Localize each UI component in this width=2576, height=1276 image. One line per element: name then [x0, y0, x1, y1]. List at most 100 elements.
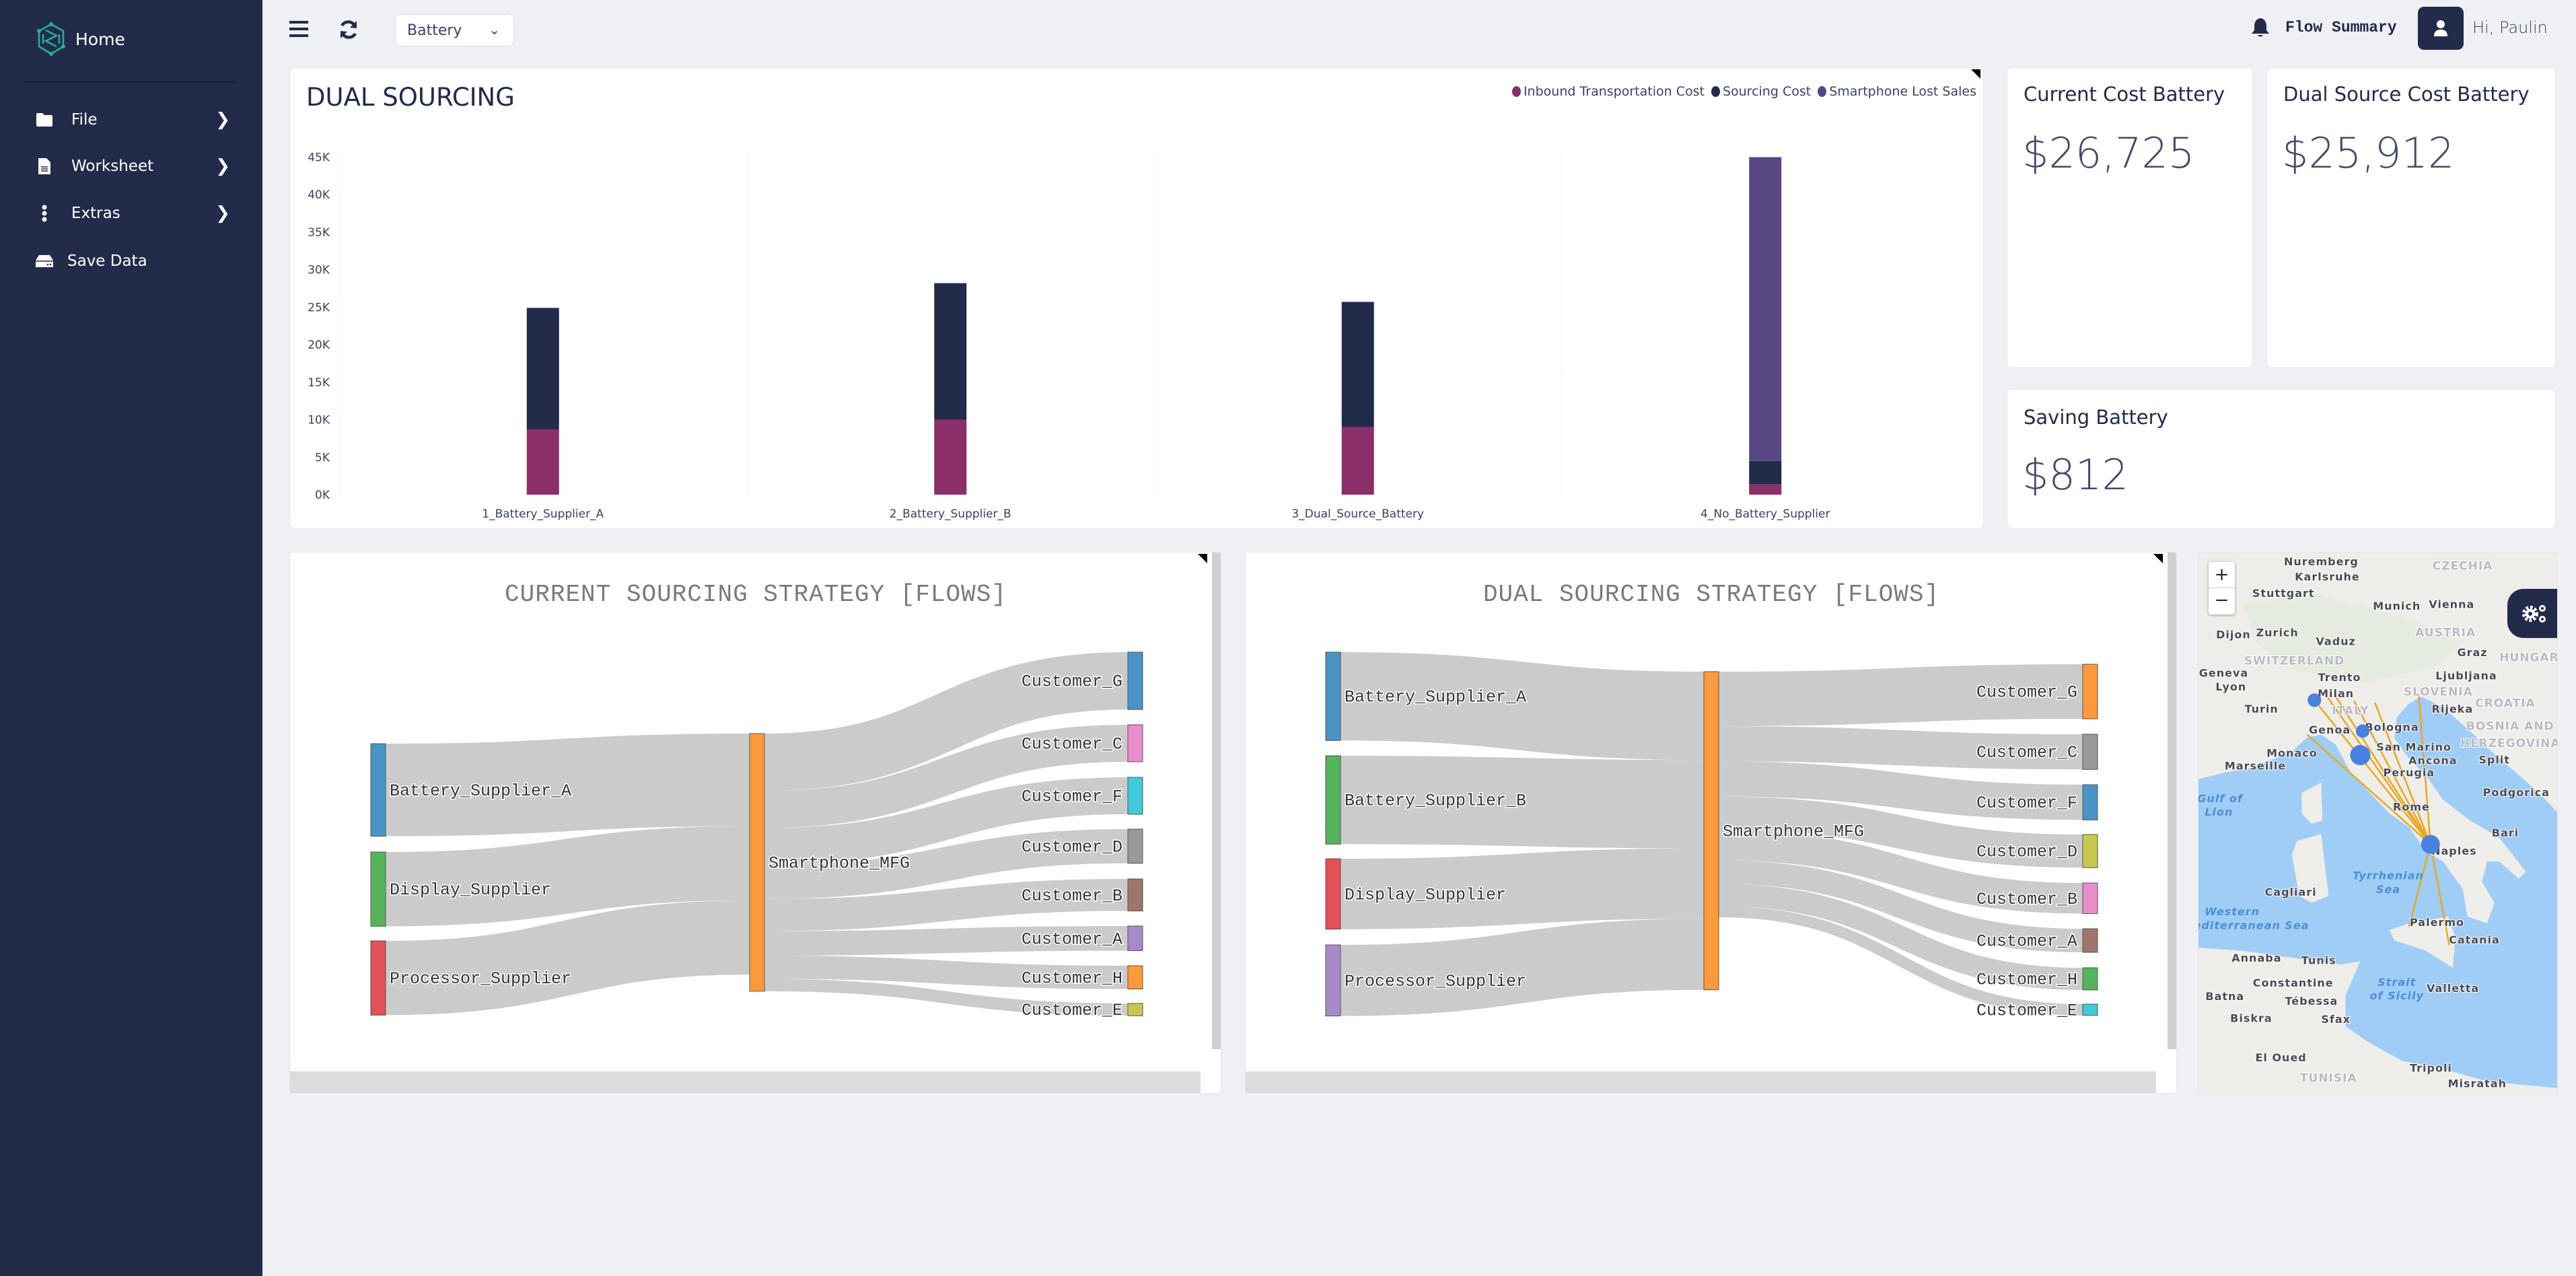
sidebar-item-save-data[interactable]: Save Data — [35, 244, 230, 278]
map-place-label: CZECHIA — [2433, 559, 2493, 573]
sidebar-item-worksheet[interactable]: Worksheet ❯ — [35, 149, 230, 183]
chart-title: DUAL SOURCING — [306, 83, 515, 112]
sankey-node — [2082, 1003, 2098, 1016]
map-site-marker — [2421, 835, 2440, 854]
map-place-label: Tyrrhenian — [2353, 870, 2424, 882]
sankey-node-label: Smartphone_MFG — [768, 853, 910, 873]
sankey-node-label: Customer_F — [1022, 787, 1122, 806]
refresh-icon — [340, 20, 357, 39]
sankey-link — [1718, 829, 2083, 914]
sankey-diagram: DUAL SOURCING STRATEGY [FLOWS] Battery_Su… — [1325, 581, 2098, 1022]
sankey-node — [1325, 858, 1341, 930]
sankey-link — [1718, 761, 2083, 820]
sankey-node — [1127, 777, 1143, 815]
vertical-scrollbar[interactable] — [1212, 553, 1221, 1049]
menu-toggle-button[interactable] — [289, 20, 308, 40]
map-place-label: Batna — [2205, 990, 2244, 1003]
sankey-link — [764, 926, 1129, 956]
map-place-label: Biskra — [2230, 1012, 2273, 1024]
sankey-node-label: Display_Supplier — [390, 880, 551, 900]
map-place-label: of Sicily — [2370, 989, 2424, 1002]
material-selector[interactable]: Battery ⌄ — [395, 14, 514, 46]
sankey-link — [1718, 796, 2083, 868]
gears-icon — [2522, 604, 2546, 623]
legend-swatch-lost-sales — [1818, 86, 1827, 97]
map-place-label: Graz — [2457, 646, 2487, 659]
horizontal-scrollbar[interactable] — [1246, 1071, 2156, 1093]
legend-item[interactable]: Smartphone Lost Sales — [1818, 84, 1976, 99]
legend-label: Inbound Transportation Cost — [1523, 84, 1705, 99]
notifications-button[interactable] — [2251, 17, 2270, 41]
map-place-label: Bari — [2492, 826, 2519, 839]
chevron-right-icon: ❯ — [215, 156, 230, 176]
flow-summary-link[interactable]: Flow Summary — [2285, 19, 2397, 36]
vertical-scrollbar[interactable] — [2168, 553, 2176, 1049]
sankey-link — [1340, 756, 1705, 849]
map-place-label: Rijeka — [2432, 703, 2474, 715]
map-place-label: CROATIA — [2475, 697, 2535, 710]
legend-item[interactable]: Inbound Transportation Cost — [1511, 84, 1705, 99]
refresh-button[interactable] — [338, 19, 359, 43]
bell-icon — [2252, 18, 2269, 37]
supply-map[interactable]: Nuremberg Karlsruhe Stuttgart Munich Vienna C… — [2198, 552, 2558, 1094]
hard-drive-icon — [35, 254, 54, 268]
sankey-node — [1127, 724, 1143, 763]
map-canvas[interactable]: Nuremberg Karlsruhe Stuttgart Munich Vienna C… — [2198, 553, 2558, 1094]
sankey-link — [764, 724, 1129, 828]
map-place-label: Monaco — [2266, 746, 2318, 759]
map-place-label: TUNISIA — [2300, 1072, 2357, 1086]
sidebar-item-file[interactable]: File ❯ — [35, 103, 230, 137]
sankey-node-label: Customer_B — [1022, 886, 1122, 906]
map-place-label: Strait — [2377, 976, 2416, 989]
saving-card: Saving Battery $812 — [2007, 389, 2556, 529]
zoom-in-button[interactable]: + — [2209, 562, 2235, 588]
sankey-link — [764, 879, 1129, 931]
bar-segment — [526, 308, 559, 430]
sankey-link — [1718, 726, 2083, 770]
sankey-node-label: Customer_B — [1976, 890, 2077, 909]
sankey-link — [385, 900, 750, 1016]
sankey-node-label: Processor_Supplier — [1345, 972, 1526, 991]
y-tick-label: 0K — [315, 489, 330, 502]
sankey-node — [2082, 664, 2098, 719]
map-place-label: HERZEGOVINA — [2460, 737, 2558, 750]
x-tick-label: 4_No_Battery_Supplier — [1701, 507, 1830, 521]
sankey-node — [2082, 784, 2098, 820]
map-place-label: Constantine — [2253, 977, 2334, 989]
sankey-node-label: Customer_D — [1022, 837, 1122, 857]
sankey-title: DUAL SOURCING STRATEGY [FLOWS] — [1483, 581, 1939, 608]
sankey-link — [764, 979, 1129, 1016]
sankey-node — [370, 743, 386, 837]
sidebar: Home File ❯ Worksheet ❯ Extras ❯ Save Da… — [0, 0, 262, 1276]
legend-swatch-inbound — [1511, 86, 1521, 97]
sidebar-item-extras[interactable]: Extras ❯ — [35, 197, 230, 230]
sankey-link — [1718, 884, 2083, 990]
map-route-line — [2335, 696, 2431, 845]
folder-icon — [35, 112, 54, 127]
horizontal-scrollbar[interactable] — [290, 1071, 1201, 1093]
map-place-label: Geneva — [2199, 667, 2248, 680]
user-avatar-button[interactable] — [2418, 7, 2464, 50]
home-label: Home — [75, 29, 125, 49]
saving-value: $812 — [2022, 450, 2128, 499]
zoom-out-button[interactable]: − — [2214, 590, 2229, 610]
legend-swatch-sourcing — [1711, 86, 1720, 97]
map-site-marker — [2307, 693, 2322, 707]
sankey-node — [1325, 651, 1341, 741]
map-route-line — [2429, 844, 2450, 946]
legend-item[interactable]: Sourcing Cost — [1711, 84, 1811, 99]
map-land-sicily — [2389, 916, 2456, 968]
y-tick-label: 35K — [308, 226, 330, 240]
y-tick-label: 40K — [308, 188, 330, 202]
map-place-label: Ljubljana — [2435, 670, 2497, 682]
bar-segment — [1749, 484, 1782, 495]
sankey-link — [1340, 652, 1705, 760]
current-cost-value: $26,725 — [2022, 129, 2195, 178]
sankey-diagram: CURRENT SOURCING STRATEGY [FLOWS] Battery… — [370, 581, 1143, 1022]
legend-label: Smartphone Lost Sales — [1829, 84, 1976, 99]
map-settings-button[interactable] — [2507, 589, 2557, 638]
sankey-node — [370, 851, 386, 927]
map-route-line — [2418, 695, 2431, 845]
home-link[interactable]: Home — [36, 22, 125, 57]
sankey-node — [2082, 882, 2098, 915]
